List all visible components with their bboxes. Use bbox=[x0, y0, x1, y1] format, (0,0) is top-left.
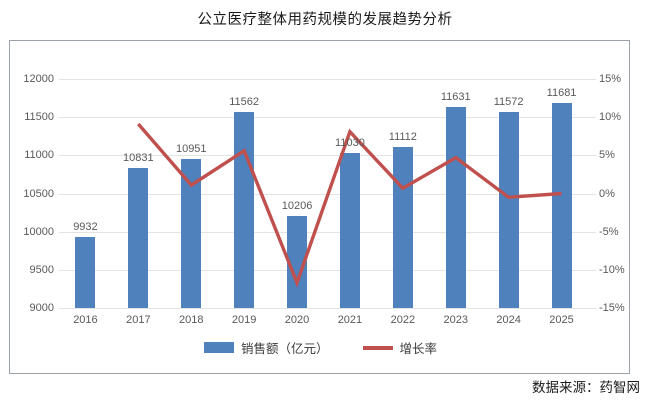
gridline bbox=[59, 308, 596, 309]
bar-value-label: 11562 bbox=[229, 96, 260, 109]
gridline bbox=[59, 231, 596, 233]
left-axis-tick: 11000 bbox=[24, 149, 54, 162]
legend-growth-label: 增长率 bbox=[399, 342, 438, 356]
legend-sales-label: 销售额（亿元） bbox=[240, 342, 329, 356]
bar-value-label: 11030 bbox=[335, 137, 365, 150]
x-axis-tick: 2016 bbox=[73, 314, 98, 326]
bar-2025 bbox=[551, 103, 572, 308]
right-axis-tick: -15% bbox=[599, 302, 625, 314]
legend: 销售额（亿元） 增长率 bbox=[10, 338, 631, 357]
gridline bbox=[59, 269, 596, 271]
x-axis-tick: 2025 bbox=[549, 314, 574, 326]
bar-value-label: 11112 bbox=[388, 130, 417, 143]
chart-plot-area: 9932 10831 10951 11562 10206 11030 11112 11631 1… bbox=[9, 40, 630, 374]
bar-2017 bbox=[128, 168, 149, 308]
left-axis-tick: 12000 bbox=[23, 73, 54, 85]
right-axis-tick: 0% bbox=[599, 187, 615, 200]
bar-value-label: 11631 bbox=[440, 91, 471, 104]
gridline bbox=[59, 117, 596, 119]
sales-bar-swatch-icon bbox=[203, 342, 234, 353]
legend-item-sales: 销售额（亿元） bbox=[203, 338, 329, 357]
left-axis-tick: 11500 bbox=[24, 111, 54, 124]
left-axis-tick: 9000 bbox=[29, 302, 54, 314]
right-axis-tick: -10% bbox=[599, 263, 625, 276]
right-axis-tick: 15% bbox=[599, 73, 622, 85]
legend-item-growth: 增长率 bbox=[362, 338, 438, 357]
left-axis-tick: 10500 bbox=[23, 187, 54, 200]
gridline bbox=[59, 79, 596, 80]
bar-value-label: 11681 bbox=[546, 87, 577, 100]
bar-2018 bbox=[181, 159, 202, 308]
growth-line bbox=[137, 122, 562, 288]
bar-value-label: 11572 bbox=[493, 95, 524, 108]
left-axis-tick: 9500 bbox=[29, 263, 54, 276]
bar-2024 bbox=[498, 111, 519, 308]
bar-value-label: 10831 bbox=[123, 152, 154, 165]
right-axis-tick: 10% bbox=[599, 111, 622, 124]
gridline bbox=[59, 155, 596, 157]
bar-value-label: 9932 bbox=[73, 220, 98, 233]
x-axis-tick: 2019 bbox=[231, 314, 257, 326]
growth-line-layer bbox=[137, 122, 562, 288]
bar-2016 bbox=[75, 236, 96, 308]
right-axis-tick: -5% bbox=[599, 225, 619, 238]
x-axis-tick: 2023 bbox=[443, 314, 468, 326]
x-axis-tick: 2024 bbox=[496, 314, 521, 326]
x-axis-tick: 2022 bbox=[390, 314, 416, 326]
x-axis-tick: 2021 bbox=[337, 314, 363, 326]
x-axis-tick: 2020 bbox=[284, 314, 310, 326]
data-source-note: 数据来源：药智网 bbox=[532, 380, 640, 395]
bar-2020 bbox=[287, 215, 308, 308]
growth-line-swatch-icon bbox=[362, 345, 393, 350]
chart-title: 公立医疗整体用药规模的发展趋势分析 bbox=[197, 12, 453, 28]
right-axis-tick: 5% bbox=[599, 149, 615, 162]
left-axis-tick: 10000 bbox=[23, 225, 54, 238]
x-axis-tick: 2017 bbox=[126, 314, 151, 326]
bar-value-label: 10951 bbox=[175, 143, 207, 156]
bar-2021 bbox=[339, 153, 360, 308]
bar-2023 bbox=[445, 107, 466, 308]
bar-value-label: 10206 bbox=[281, 199, 313, 212]
x-axis-tick: 2018 bbox=[179, 314, 204, 326]
